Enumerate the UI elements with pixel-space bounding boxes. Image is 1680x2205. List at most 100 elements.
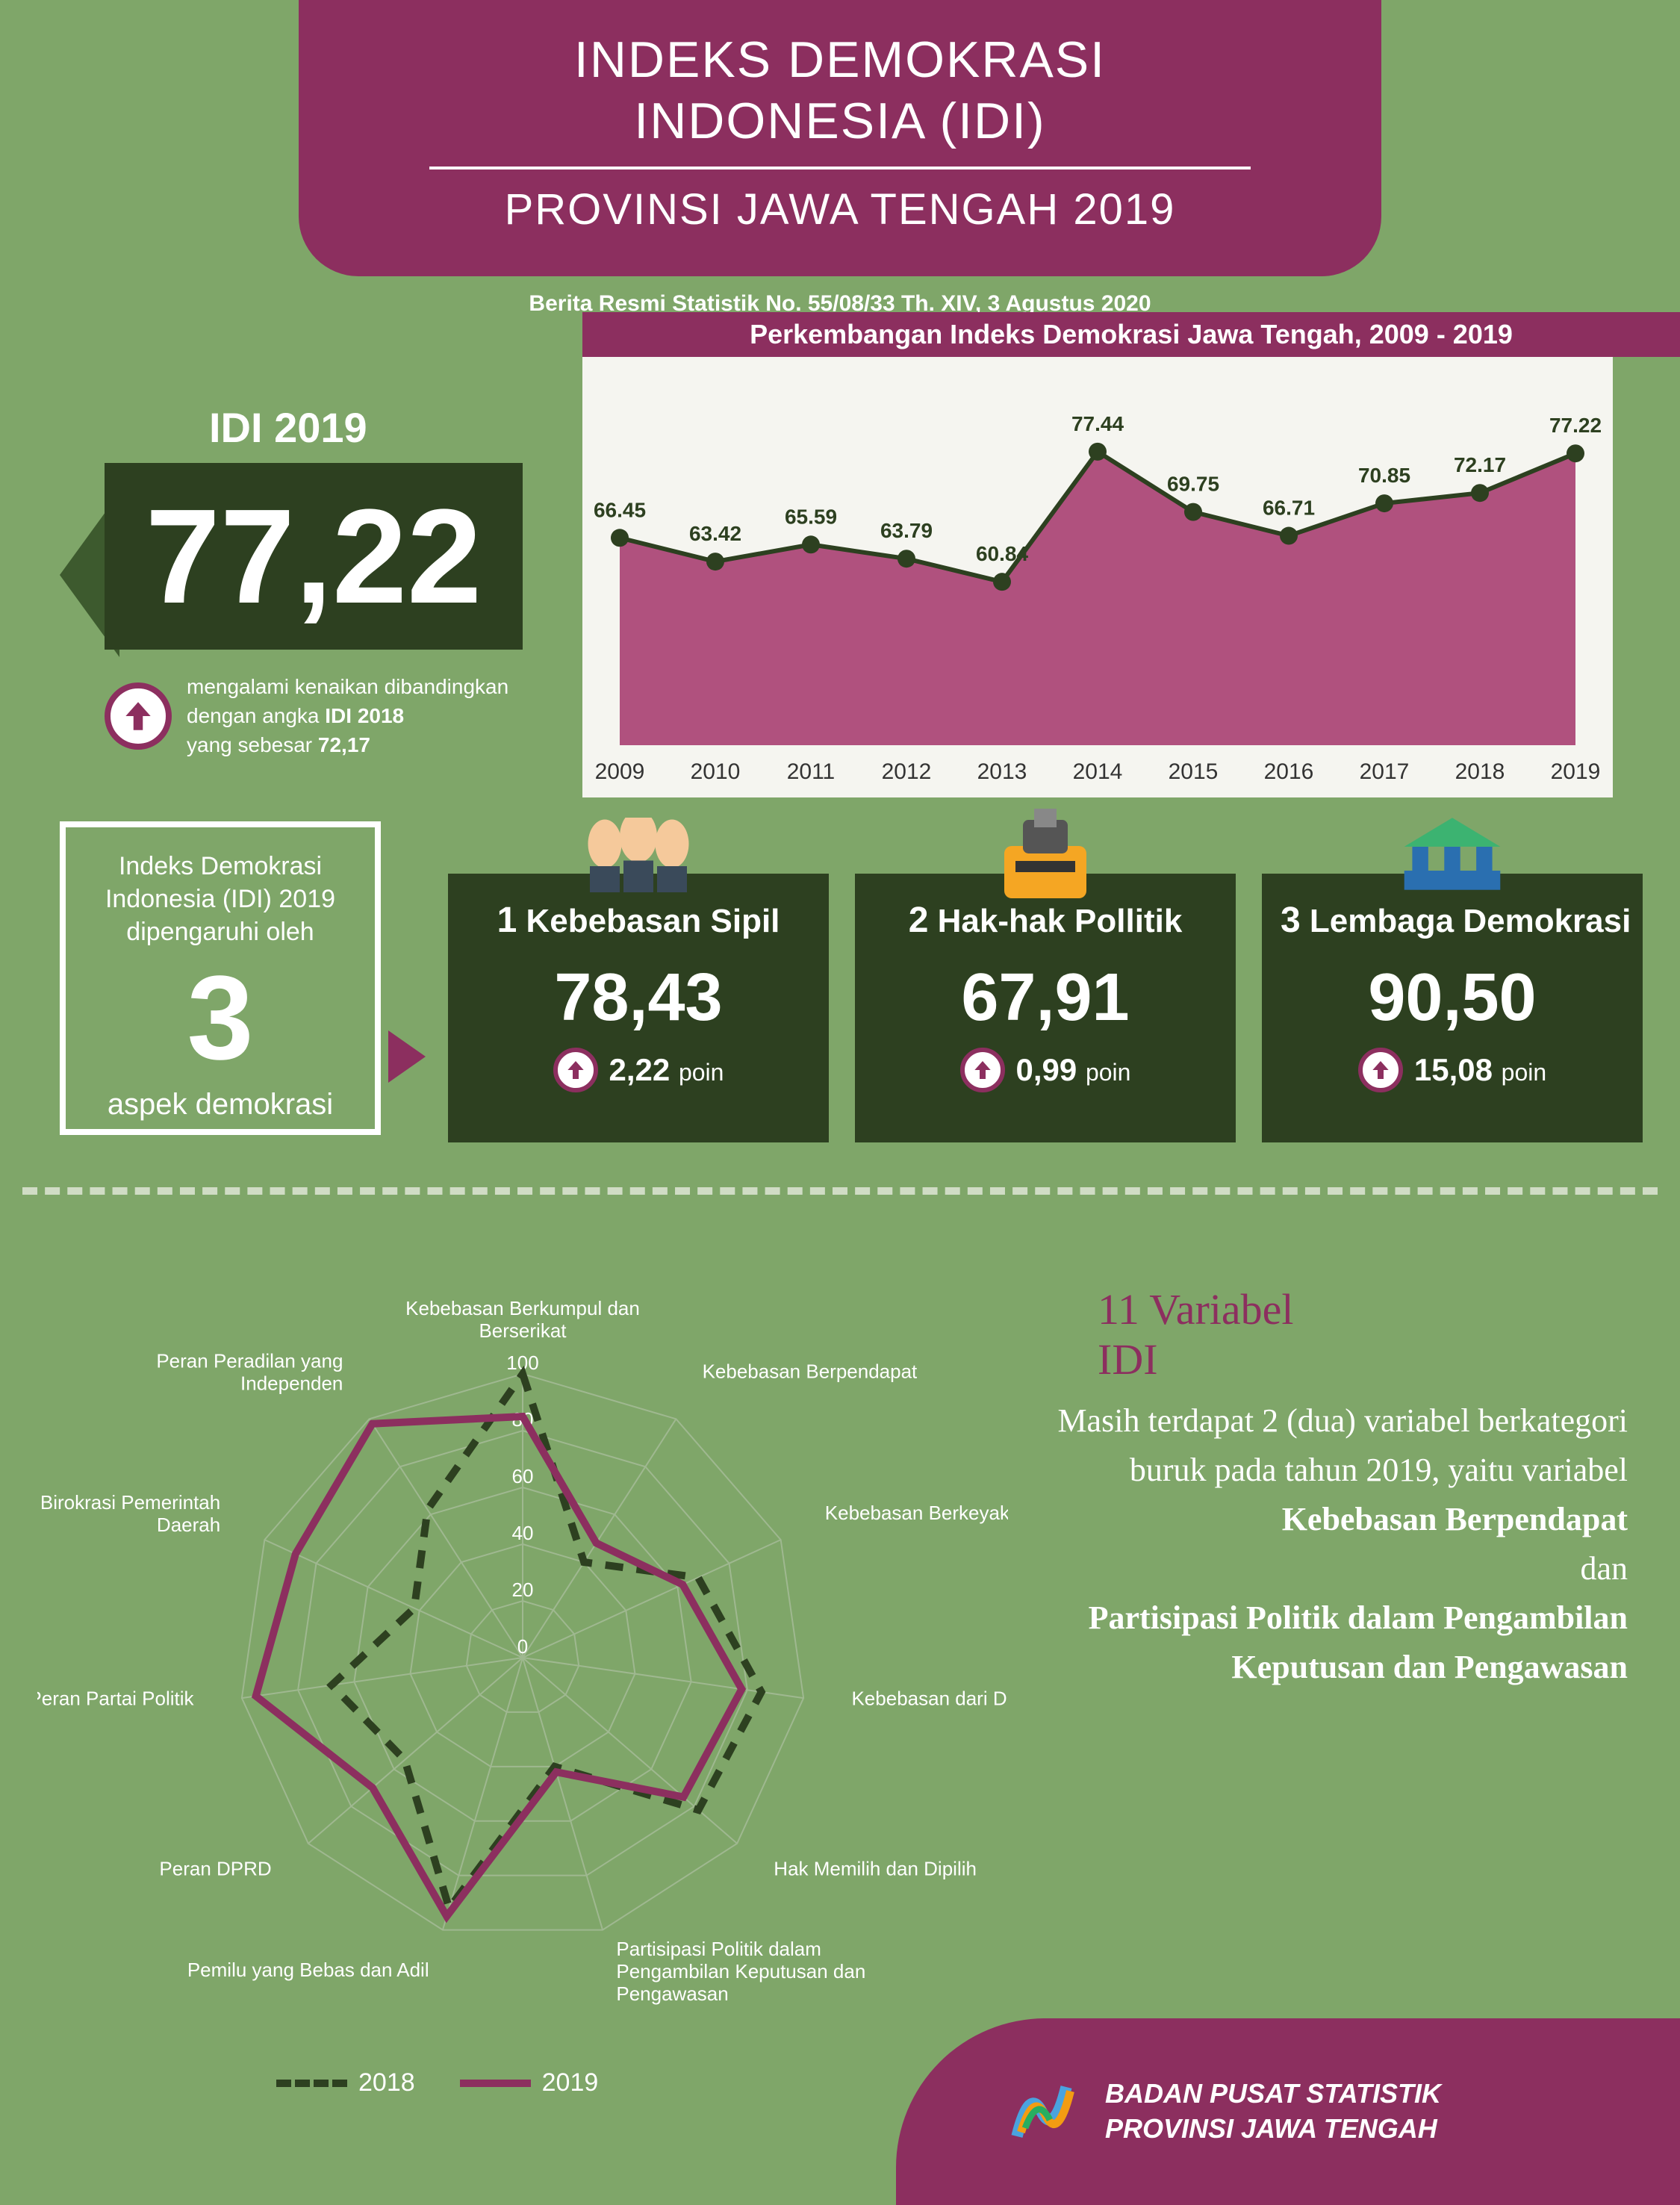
axis-label: Partisipasi Politik dalam <box>616 1938 821 1960</box>
line-chart: 66.45 63.42 65.59 63.79 60.84 77.44 69.75 66.71… <box>582 357 1613 797</box>
increase-text: mengalami kenaikan dibandingkan dengan a… <box>187 672 508 760</box>
x-label: 2009 <box>595 759 645 784</box>
axis-label: Peran Birokrasi Pemerintah <box>37 1491 220 1514</box>
value-label: 60.84 <box>976 542 1028 565</box>
x-label: 2019 <box>1551 759 1601 784</box>
aspect-value: 78,43 <box>467 960 810 1036</box>
hands-icon <box>582 821 694 889</box>
value-label: 69.75 <box>1167 473 1219 496</box>
idi-year-label: IDI 2019 <box>209 403 367 452</box>
value-label: 70.85 <box>1358 464 1410 487</box>
footer: BADAN PUSAT STATISTIK PROVINSI JAWA TENG… <box>896 2018 1680 2205</box>
radar-spoke <box>242 1658 523 1698</box>
aspek-bottom: aspek demokrasi <box>81 1086 360 1122</box>
aspect-change: 15,08 poin <box>1281 1048 1624 1092</box>
axis-label: Hak Memilih dan Dipilih <box>774 1857 977 1879</box>
aspect-value: 67,91 <box>874 960 1217 1036</box>
variable-body: Masih terdapat 2 (dua) variabel berkateg… <box>1015 1396 1628 1692</box>
axis-label: Berserikat <box>479 1319 567 1342</box>
axis-label: Peran Partai Politik <box>37 1687 195 1709</box>
up-arrow-icon <box>553 1048 598 1092</box>
data-point <box>802 535 820 553</box>
header-subtitle: PROVINSI JAWA TENGAH 2019 <box>299 184 1381 234</box>
axis-label: Kebebasan Berkeyakinan <box>825 1502 1008 1524</box>
aspek-top: Indeks Demokrasi Indonesia (IDI) 2019 di… <box>81 850 360 949</box>
data-point <box>1375 494 1393 512</box>
increase-note: mengalami kenaikan dibandingkan dengan a… <box>105 672 523 760</box>
value-label: 63.79 <box>880 519 933 542</box>
data-point <box>1184 503 1202 521</box>
x-label: 2018 <box>1455 759 1505 784</box>
x-label: 2013 <box>977 759 1027 784</box>
aspect-title: 1 Kebebasan Sipil <box>467 900 810 941</box>
ballot-icon <box>989 821 1101 889</box>
aspect-card: 3 Lembaga Demokrasi 90,50 15,08 poin <box>1262 874 1643 1142</box>
aspect-change: 2,22 poin <box>467 1048 810 1092</box>
axis-label: Peran DPRD <box>159 1857 271 1879</box>
data-point <box>1471 484 1489 502</box>
aspect-title: 3 Lembaga Demokrasi <box>1281 900 1624 941</box>
value-label: 63.42 <box>689 522 741 545</box>
value-label: 66.45 <box>594 498 646 521</box>
title-line1: INDEKS DEMOKRASI <box>574 31 1106 88</box>
value-label: 72.17 <box>1454 453 1506 476</box>
axis-label: Kebebasan Berpendapat <box>703 1360 918 1383</box>
data-point <box>897 550 915 567</box>
data-point <box>706 553 724 570</box>
legend-2019: 2019 <box>460 2068 599 2097</box>
ring-label: 60 <box>512 1465 534 1487</box>
x-label: 2015 <box>1169 759 1219 784</box>
axis-label: Pemilu yang Bebas dan Adil <box>187 1959 429 1981</box>
triangle-pointer-icon <box>388 1030 426 1083</box>
axis-label: Independen <box>240 1372 343 1395</box>
x-label: 2016 <box>1264 759 1314 784</box>
data-point <box>993 573 1011 591</box>
value-label: 65.59 <box>785 505 837 528</box>
aspect-card: 1 Kebebasan Sipil 78,43 2,22 poin <box>448 874 829 1142</box>
line-chart-svg: 66.45 63.42 65.59 63.79 60.84 77.44 69.75 66.71… <box>582 357 1613 797</box>
ring-label: 0 <box>517 1635 528 1658</box>
data-point <box>1089 443 1107 461</box>
x-label: 2012 <box>882 759 932 784</box>
data-point <box>1567 444 1584 462</box>
aspect-value: 90,50 <box>1281 960 1624 1036</box>
legend-line-2019 <box>460 2080 531 2087</box>
aspect-card: 2 Hak-hak Pollitik 67,91 0,99 poin <box>855 874 1236 1142</box>
value-label: 66.71 <box>1263 497 1315 520</box>
up-arrow-icon <box>105 682 172 750</box>
line-chart-title: Perkembangan Indeks Demokrasi Jawa Tenga… <box>582 312 1680 357</box>
footer-text: BADAN PUSAT STATISTIK PROVINSI JAWA TENG… <box>1105 2077 1441 2147</box>
radar-spoke <box>443 1658 523 1930</box>
institution-icon <box>1396 821 1508 889</box>
aspect-change: 0,99 poin <box>874 1048 1217 1092</box>
x-label: 2017 <box>1360 759 1410 784</box>
area-fill <box>620 452 1575 745</box>
ring-label: 20 <box>512 1579 534 1601</box>
x-label: 2010 <box>691 759 741 784</box>
axis-label: Kebebasan Berkumpul dan <box>405 1297 640 1319</box>
idi-big-value: 77,22 <box>105 463 523 650</box>
data-point <box>611 529 629 547</box>
x-label: 2014 <box>1073 759 1123 784</box>
x-label: 2011 <box>787 759 836 784</box>
aspect-cards: 1 Kebebasan Sipil 78,43 2,22 poin 2 Hak-… <box>448 874 1643 1142</box>
aspek-box: Indeks Demokrasi Indonesia (IDI) 2019 di… <box>60 821 381 1135</box>
up-arrow-icon <box>1358 1048 1403 1092</box>
axis-label: Daerah <box>157 1514 220 1536</box>
axis-label: Pengawasan <box>616 1982 728 2005</box>
variable-title: 11 Variabel IDI <box>1098 1284 1294 1384</box>
value-label: 77.44 <box>1071 412 1124 435</box>
radar-legend: 2018 2019 <box>276 2068 598 2097</box>
legend-line-2018 <box>276 2080 347 2087</box>
radar-chart: 020406080100Kebebasan Berkumpul danBerse… <box>37 1240 1008 2136</box>
header-ribbon: INDEKS DEMOKRASI INDONESIA (IDI) PROVINS… <box>299 0 1381 276</box>
aspect-title: 2 Hak-hak Pollitik <box>874 900 1217 941</box>
up-arrow-icon <box>960 1048 1005 1092</box>
aspek-number: 3 <box>81 949 360 1086</box>
value-label: 77.22 <box>1549 414 1602 437</box>
title-line2: INDONESIA (IDI) <box>634 93 1045 149</box>
section-divider <box>22 1187 1658 1195</box>
bps-logo-icon <box>1001 2071 1083 2153</box>
radar-svg: 020406080100Kebebasan Berkumpul danBerse… <box>37 1240 1008 2136</box>
axis-label: Peran Peradilan yang <box>156 1350 343 1372</box>
